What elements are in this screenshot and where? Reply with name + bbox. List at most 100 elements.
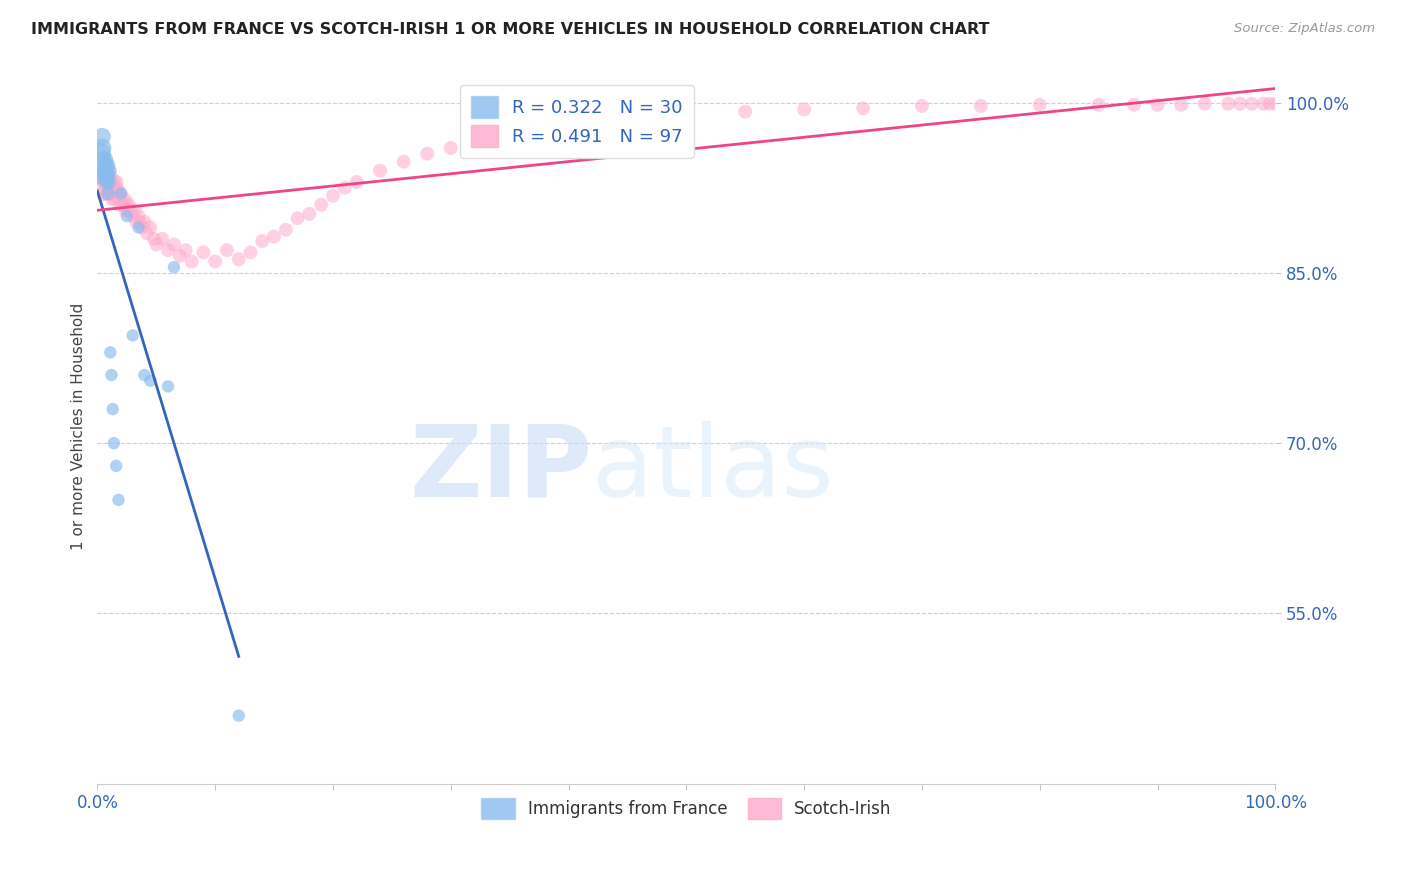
Point <box>124 203 146 218</box>
Point <box>274 223 297 237</box>
Point <box>107 492 129 507</box>
Point <box>101 402 124 417</box>
Point <box>118 198 141 212</box>
Point <box>100 368 122 382</box>
Point <box>139 220 162 235</box>
Point <box>1240 96 1263 111</box>
Point <box>111 192 134 206</box>
Point <box>1264 96 1286 111</box>
Point <box>94 158 117 172</box>
Point <box>193 245 215 260</box>
Point <box>180 254 202 268</box>
Point <box>114 203 136 218</box>
Point <box>252 234 274 248</box>
Point <box>98 169 121 184</box>
Point <box>98 175 121 189</box>
Point <box>96 175 118 189</box>
Point <box>440 141 463 155</box>
Point <box>174 243 197 257</box>
Point <box>105 180 128 194</box>
Point <box>169 249 191 263</box>
Point <box>96 169 118 184</box>
Point <box>107 192 129 206</box>
Point <box>105 175 128 189</box>
Point <box>98 175 121 189</box>
Point <box>114 192 136 206</box>
Point <box>91 163 114 178</box>
Point <box>98 345 121 359</box>
Point <box>557 118 579 132</box>
Point <box>239 245 262 260</box>
Point <box>91 163 114 178</box>
Point <box>105 458 128 473</box>
Point <box>91 153 114 167</box>
Point <box>91 169 114 184</box>
Point <box>333 180 356 194</box>
Point <box>107 186 129 201</box>
Point <box>142 232 165 246</box>
Point <box>1170 98 1192 112</box>
Text: Source: ZipAtlas.com: Source: ZipAtlas.com <box>1234 22 1375 36</box>
Point <box>121 209 143 223</box>
Point <box>163 237 186 252</box>
Point <box>134 215 156 229</box>
Point <box>108 198 131 212</box>
Point <box>94 153 117 167</box>
Point <box>100 175 122 189</box>
Point <box>91 186 114 201</box>
Point <box>104 192 127 206</box>
Point <box>534 120 557 135</box>
Point <box>616 112 638 127</box>
Point <box>103 436 125 450</box>
Point <box>98 180 121 194</box>
Point <box>1258 96 1281 111</box>
Point <box>463 136 485 150</box>
Point <box>103 186 125 201</box>
Point <box>93 169 115 184</box>
Point <box>90 175 112 189</box>
Point <box>110 186 132 201</box>
Point <box>298 207 321 221</box>
Legend: Immigrants from France, Scotch-Irish: Immigrants from France, Scotch-Irish <box>475 792 898 825</box>
Point <box>852 101 875 115</box>
Point <box>1253 96 1275 111</box>
Point <box>98 163 121 178</box>
Point <box>110 186 132 201</box>
Point <box>1218 96 1240 111</box>
Point <box>91 141 114 155</box>
Point <box>103 175 125 189</box>
Point <box>97 186 120 201</box>
Point <box>131 220 153 235</box>
Point <box>970 99 993 113</box>
Point <box>416 146 439 161</box>
Point <box>204 254 226 268</box>
Point <box>368 163 391 178</box>
Text: ZIP: ZIP <box>409 420 592 517</box>
Point <box>215 243 238 257</box>
Text: IMMIGRANTS FROM FRANCE VS SCOTCH-IRISH 1 OR MORE VEHICLES IN HOUSEHOLD CORRELATI: IMMIGRANTS FROM FRANCE VS SCOTCH-IRISH 1… <box>31 22 990 37</box>
Point <box>115 198 138 212</box>
Point <box>120 203 142 218</box>
Point <box>392 154 415 169</box>
Point <box>1123 98 1146 112</box>
Y-axis label: 1 or more Vehicles in Household: 1 or more Vehicles in Household <box>72 302 86 549</box>
Point <box>145 237 167 252</box>
Point <box>101 192 124 206</box>
Point <box>90 146 112 161</box>
Point <box>1229 96 1251 111</box>
Point <box>1146 98 1168 112</box>
Point <box>287 211 309 226</box>
Point <box>150 232 173 246</box>
Point <box>125 215 148 229</box>
Point <box>228 252 250 267</box>
Point <box>115 209 138 223</box>
Point <box>135 226 157 240</box>
Point <box>101 180 124 194</box>
Point <box>105 186 128 201</box>
Point <box>94 169 117 184</box>
Point <box>139 374 162 388</box>
Point <box>157 379 180 393</box>
Point <box>734 104 756 119</box>
Point <box>322 188 344 202</box>
Point <box>104 180 127 194</box>
